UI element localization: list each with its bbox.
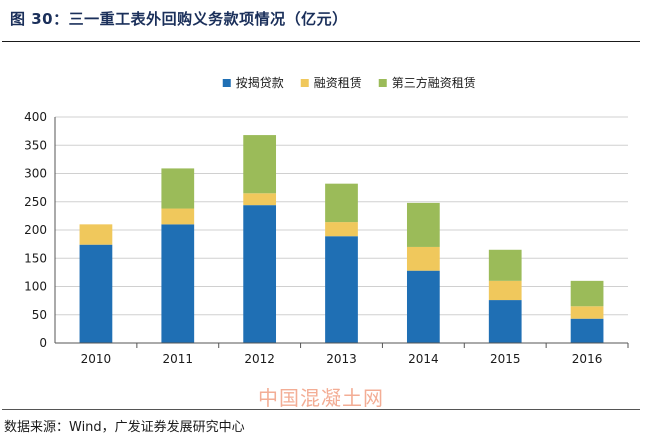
bar-segment-2 bbox=[161, 208, 195, 225]
bar-segment-2 bbox=[325, 222, 358, 237]
y-tick-label: 50 bbox=[32, 308, 47, 322]
x-tick-label: 2014 bbox=[408, 352, 439, 366]
bar-segment-1 bbox=[161, 224, 195, 343]
watermark-text: 中国混凝土网 bbox=[258, 386, 384, 410]
y-tick-label: 0 bbox=[39, 336, 47, 350]
y-tick-label: 150 bbox=[24, 251, 47, 265]
y-tick-label: 200 bbox=[24, 223, 47, 237]
y-tick-label: 350 bbox=[24, 138, 47, 152]
legend-label-2: 融资租赁 bbox=[314, 76, 362, 90]
bar-segment-1 bbox=[406, 270, 440, 343]
figure-title: 图 30：三一重工表外回购义务款项情况（亿元） bbox=[10, 10, 348, 28]
legend-swatch-2 bbox=[300, 79, 309, 87]
y-tick-label: 300 bbox=[24, 167, 47, 181]
y-tick-label: 250 bbox=[24, 195, 47, 209]
legend-label-1: 按揭贷款 bbox=[236, 75, 284, 90]
bar-segment-2 bbox=[570, 306, 604, 319]
bar-segment-1 bbox=[488, 300, 522, 343]
source-note: 数据来源：Wind，广发证券发展研究中心 bbox=[4, 420, 245, 435]
x-tick-label: 2010 bbox=[81, 352, 112, 366]
legend-label-3: 第三方融资租赁 bbox=[392, 75, 476, 90]
bar-segment-3 bbox=[570, 280, 604, 307]
stacked-bar-chart: 0 50 100 150 200 250 300 350 400 2010 2011 2012 2013… bbox=[24, 75, 629, 366]
bar-segment-3 bbox=[325, 183, 358, 223]
bar-segment-2 bbox=[243, 193, 277, 206]
bar-segment-1 bbox=[325, 236, 358, 343]
x-tick-label: 2013 bbox=[326, 352, 357, 366]
bar-segment-3 bbox=[488, 249, 522, 281]
y-tick-label: 400 bbox=[24, 110, 47, 124]
bar-segment-3 bbox=[406, 202, 440, 247]
bar-segment-3 bbox=[243, 135, 277, 194]
x-tick-label: 2011 bbox=[163, 352, 194, 366]
legend-swatch-3 bbox=[378, 79, 387, 87]
bar-segment-2 bbox=[406, 246, 440, 271]
bar-segment-3 bbox=[161, 168, 195, 209]
title-divider bbox=[2, 41, 640, 42]
bar-segment-1 bbox=[570, 318, 604, 343]
bar-segment-2 bbox=[488, 280, 522, 301]
source-divider bbox=[2, 409, 640, 410]
bar-segment-1 bbox=[243, 205, 277, 343]
x-tick-label: 2012 bbox=[244, 352, 275, 366]
bar-segment-2 bbox=[79, 224, 113, 245]
y-tick-label: 100 bbox=[24, 280, 47, 294]
x-tick-label: 2016 bbox=[572, 352, 603, 366]
x-tick-label: 2015 bbox=[490, 352, 521, 366]
bar-segment-1 bbox=[79, 244, 113, 343]
legend-swatch-1 bbox=[222, 79, 231, 87]
